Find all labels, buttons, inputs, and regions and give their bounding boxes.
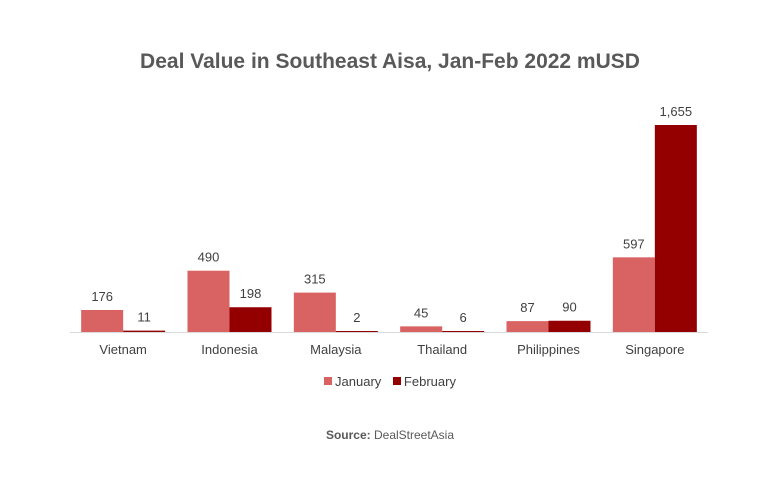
bar-february xyxy=(654,125,697,332)
source-value: DealStreetAsia xyxy=(373,428,455,442)
data-label: 90 xyxy=(562,300,576,315)
bar-january xyxy=(612,257,655,332)
bar-january xyxy=(293,292,336,332)
source-label: Source: xyxy=(325,428,371,442)
bar-february xyxy=(548,320,591,332)
legend-item-february: February xyxy=(392,373,456,389)
data-label: 11 xyxy=(137,310,151,325)
bar-february xyxy=(123,330,166,332)
legend-label: February xyxy=(403,373,456,389)
legend-swatch xyxy=(324,377,333,385)
data-label: 87 xyxy=(520,300,534,315)
legend: January February xyxy=(0,373,780,389)
bar-february xyxy=(229,307,272,332)
data-label: 597 xyxy=(623,236,645,251)
legend-label: January xyxy=(335,373,382,389)
data-label: 45 xyxy=(414,305,428,320)
x-tick-label: Vietnam xyxy=(99,342,146,357)
legend-item-january: January xyxy=(324,374,381,389)
bar-january xyxy=(506,321,549,332)
bar-february xyxy=(442,331,485,332)
data-label: 490 xyxy=(198,250,220,265)
x-tick-label: Singapore xyxy=(625,342,684,357)
legend-swatch xyxy=(392,377,401,385)
bar-february xyxy=(335,331,378,332)
data-label: 6 xyxy=(460,310,467,325)
chart-title: Deal Value in Southeast Aisa, Jan-Feb 20… xyxy=(140,50,640,73)
x-tick-label: Malaysia xyxy=(310,342,362,357)
bar-january xyxy=(400,326,443,332)
data-label: 1,655 xyxy=(660,104,693,119)
data-label: 2 xyxy=(353,310,360,325)
data-label: 176 xyxy=(91,289,113,304)
x-tick-label: Thailand xyxy=(417,342,467,357)
x-tick-label: Indonesia xyxy=(201,342,258,357)
data-label: 198 xyxy=(240,286,262,301)
bar-january xyxy=(81,309,124,332)
x-tick-label: Philippines xyxy=(517,342,580,357)
source-note: Source: DealStreetAsia xyxy=(0,428,780,442)
bar-january xyxy=(187,270,230,332)
data-label: 315 xyxy=(304,272,326,287)
